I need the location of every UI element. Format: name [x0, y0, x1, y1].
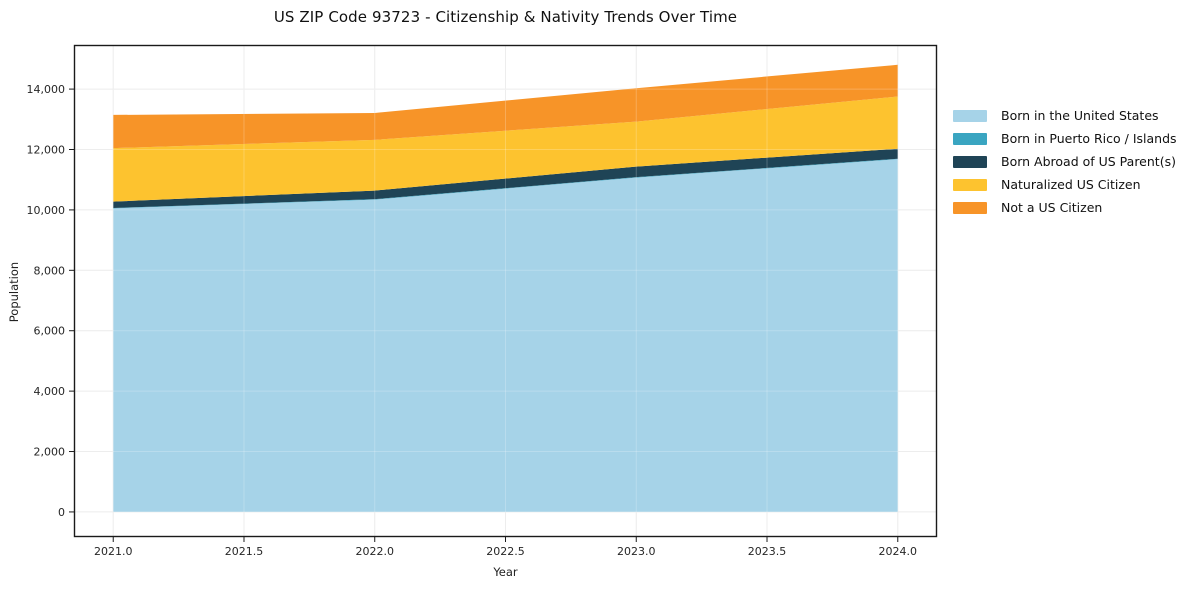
legend-swatch [953, 155, 987, 168]
plot-border [73, 44, 938, 538]
x-tick-label: 2023.0 [617, 545, 656, 558]
legend-label: Born Abroad of US Parent(s) [1001, 154, 1176, 169]
y-tick-label: 2,000 [34, 446, 66, 459]
y-tick-label: 14,000 [27, 83, 66, 96]
legend-swatch [953, 109, 987, 122]
area-series-2 [113, 148, 898, 208]
legend-swatch [953, 178, 987, 191]
legend-item: Born in the United States [953, 104, 1177, 127]
x-tick-label: 2022.5 [486, 545, 525, 558]
x-tick-label: 2024.0 [879, 545, 918, 558]
x-tick-label: 2023.5 [748, 545, 787, 558]
y-tick-label: 4,000 [34, 385, 66, 398]
area-series-3 [113, 96, 898, 202]
y-tick-label: 10,000 [27, 204, 66, 217]
x-tick-label: 2022.0 [355, 545, 394, 558]
legend-item: Born in Puerto Rico / Islands [953, 127, 1177, 150]
y-tick-label: 6,000 [34, 325, 66, 338]
area-series-0 [113, 159, 898, 512]
area-series-4 [113, 64, 898, 149]
legend-label: Naturalized US Citizen [1001, 177, 1141, 192]
legend-item: Naturalized US Citizen [953, 173, 1177, 196]
chart-title: US ZIP Code 93723 - Citizenship & Nativi… [273, 8, 738, 26]
legend-label: Born in the United States [1001, 108, 1159, 123]
legend-swatch [953, 132, 987, 145]
x-tick-label: 2021.5 [225, 545, 264, 558]
legend-label: Born in Puerto Rico / Islands [1001, 131, 1177, 146]
legend-item: Born Abroad of US Parent(s) [953, 150, 1177, 173]
y-axis-label: Population [7, 261, 21, 323]
legend-swatch [953, 201, 987, 214]
legend: Born in the United States Born in Puerto… [953, 104, 1177, 219]
legend-item: Not a US Citizen [953, 196, 1177, 219]
y-tick-label: 8,000 [34, 264, 66, 277]
x-axis-label: Year [493, 565, 518, 579]
y-tick-label: 12,000 [27, 144, 66, 157]
x-tick-label: 2021.0 [94, 545, 133, 558]
y-tick-label: 0 [58, 506, 65, 519]
legend-label: Not a US Citizen [1001, 200, 1103, 215]
